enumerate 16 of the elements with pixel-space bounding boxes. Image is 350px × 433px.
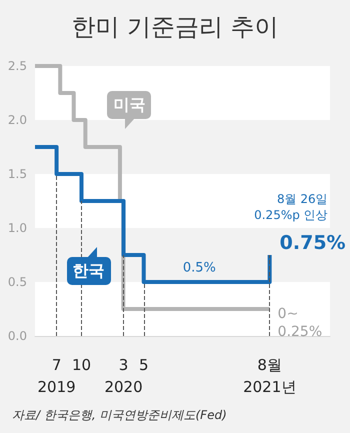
y-tick-label: 2.0	[8, 113, 27, 127]
x-tick-label: 8월 2021년	[243, 356, 296, 396]
legend-label: 한국	[66, 257, 111, 285]
annotation: 8월 26일 0.25%p 인상	[254, 192, 328, 222]
text: 자료/ 한국은행, 미국연방준비제도(Fed)	[12, 408, 227, 422]
y-tick-label: 0.0	[8, 329, 27, 343]
annotation: 0.5%	[182, 260, 216, 276]
chart-title: 한미 기준금리 추이	[71, 13, 279, 41]
y-tick-label: 1.5	[8, 167, 27, 181]
y-tick-label: 0.5	[8, 275, 27, 289]
series-label: 미국	[107, 91, 152, 119]
annotation: 0~ 0.25%	[278, 306, 322, 340]
y-tick-label: 1.0	[8, 221, 27, 235]
y-tick-label: 2.5	[8, 59, 27, 73]
x-tick-label: 10	[72, 356, 92, 374]
annotation: 0.75%	[280, 232, 346, 254]
